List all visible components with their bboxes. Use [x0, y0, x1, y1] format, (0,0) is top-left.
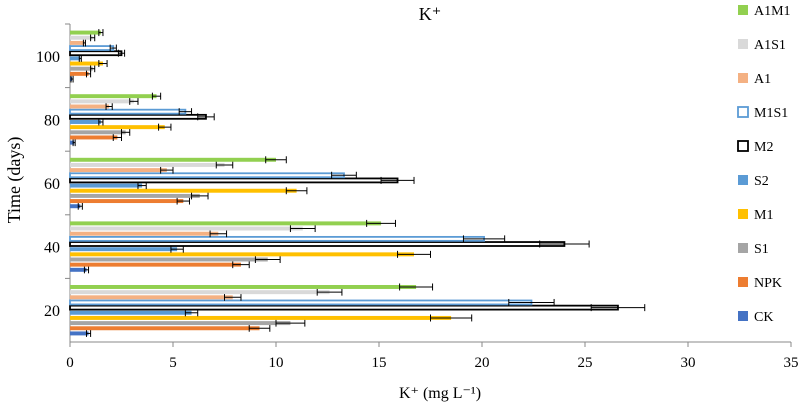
y-tick-label: 40 — [44, 240, 60, 257]
bar-npk — [70, 71, 89, 76]
legend-swatch-m2 — [737, 140, 749, 152]
bar-npk — [70, 135, 118, 140]
bar-ck — [70, 204, 81, 209]
bar-npk — [70, 326, 260, 331]
x-axis-label: K⁺ (mg L⁻¹) — [399, 385, 481, 402]
bar-m2 — [69, 113, 207, 120]
bar-m1 — [70, 125, 165, 130]
bar-a1 — [70, 295, 233, 300]
x-tick-label: 0 — [66, 355, 74, 371]
bar-s2 — [70, 183, 143, 188]
bar-s1 — [70, 257, 268, 262]
x-tick-label: 20 — [475, 355, 490, 371]
bar-m1s1 — [69, 45, 115, 51]
y-tick-label: 100 — [36, 49, 60, 66]
bar-a1m1 — [70, 157, 276, 162]
bar-npk — [70, 262, 241, 267]
bar-a1m1 — [70, 94, 157, 99]
y-axis-label: Time (days) — [4, 137, 25, 224]
bar-npk — [70, 199, 184, 204]
legend-label-a1: A1 — [754, 72, 771, 87]
y-tick-label: 20 — [44, 303, 60, 320]
x-tick-label: 10 — [269, 355, 284, 371]
legend-label-m1s1: M1S1 — [754, 106, 788, 121]
bar-a1s1 — [70, 162, 225, 167]
legend-swatch-s1 — [738, 243, 748, 253]
bar-m1 — [70, 315, 452, 320]
bar-a1m1 — [70, 285, 417, 289]
bar-a1s1 — [70, 35, 93, 40]
chart-title: K⁺ — [419, 4, 442, 24]
x-tick-label: 35 — [784, 355, 799, 371]
legend-label-ck: CK — [754, 310, 773, 325]
x-tick-label: 30 — [681, 355, 696, 371]
bar-a1m1 — [70, 30, 101, 35]
bar-s1 — [70, 193, 200, 198]
bar-a1s1 — [70, 99, 134, 104]
bar-m1s1 — [69, 235, 485, 242]
legend-swatch-m1s1 — [737, 106, 749, 118]
bar-s1 — [70, 321, 291, 326]
legend-swatch-m1 — [738, 209, 748, 219]
bar-s1 — [70, 66, 93, 71]
bar-a1 — [70, 168, 167, 173]
legend-label-s2: S2 — [754, 174, 769, 189]
y-tick-label: 80 — [44, 112, 60, 129]
legend-label-m1: M1 — [754, 208, 773, 223]
legend-swatch-a1 — [738, 73, 748, 83]
bar-m2 — [69, 241, 566, 247]
bar-s2 — [70, 247, 178, 252]
bar-m1s1 — [69, 108, 187, 115]
bar-a1 — [70, 104, 110, 109]
bar-a1s1 — [70, 290, 330, 295]
legend-swatch-a1m1 — [738, 5, 748, 15]
bar-ck — [70, 331, 89, 336]
legend-label-a1m1: A1M1 — [754, 4, 791, 19]
bar-s2 — [70, 120, 101, 124]
bar-m1s1 — [69, 299, 533, 306]
plot-area: 0 5 10 15 20 25 30 35 20 40 60 80 100 — [36, 23, 799, 371]
bar-s2 — [70, 56, 81, 61]
legend-label-npk: NPK — [754, 276, 782, 291]
x-tick-label: 15 — [372, 355, 387, 371]
bar-a1m1 — [70, 221, 382, 226]
y-tick-label: 60 — [44, 176, 60, 193]
x-tick-label: 25 — [578, 355, 593, 371]
bar-m1s1 — [69, 172, 345, 179]
bar-a1 — [70, 231, 219, 236]
bar-m1 — [70, 188, 297, 193]
x-tick-label: 5 — [169, 355, 177, 371]
legend-swatch-s2 — [738, 175, 748, 185]
bar-m2 — [69, 177, 399, 184]
legend-swatch-ck — [738, 311, 748, 321]
bar-s2 — [70, 310, 192, 315]
legend-label-s1: S1 — [754, 242, 769, 257]
bar-ck — [70, 140, 75, 145]
bar-m1 — [70, 61, 103, 66]
bar-m1 — [70, 252, 415, 257]
bar-a1s1 — [70, 226, 303, 231]
legend-swatch-npk — [738, 277, 748, 287]
bar-m2 — [69, 304, 619, 311]
bar-s1 — [70, 130, 126, 135]
legend-label-a1s1: A1S1 — [754, 38, 786, 53]
bar-a1 — [70, 40, 85, 45]
bar-ck — [70, 267, 87, 272]
legend-label-m2: M2 — [754, 140, 773, 155]
legend-swatch-a1s1 — [738, 39, 748, 49]
bar-m2 — [69, 50, 123, 57]
